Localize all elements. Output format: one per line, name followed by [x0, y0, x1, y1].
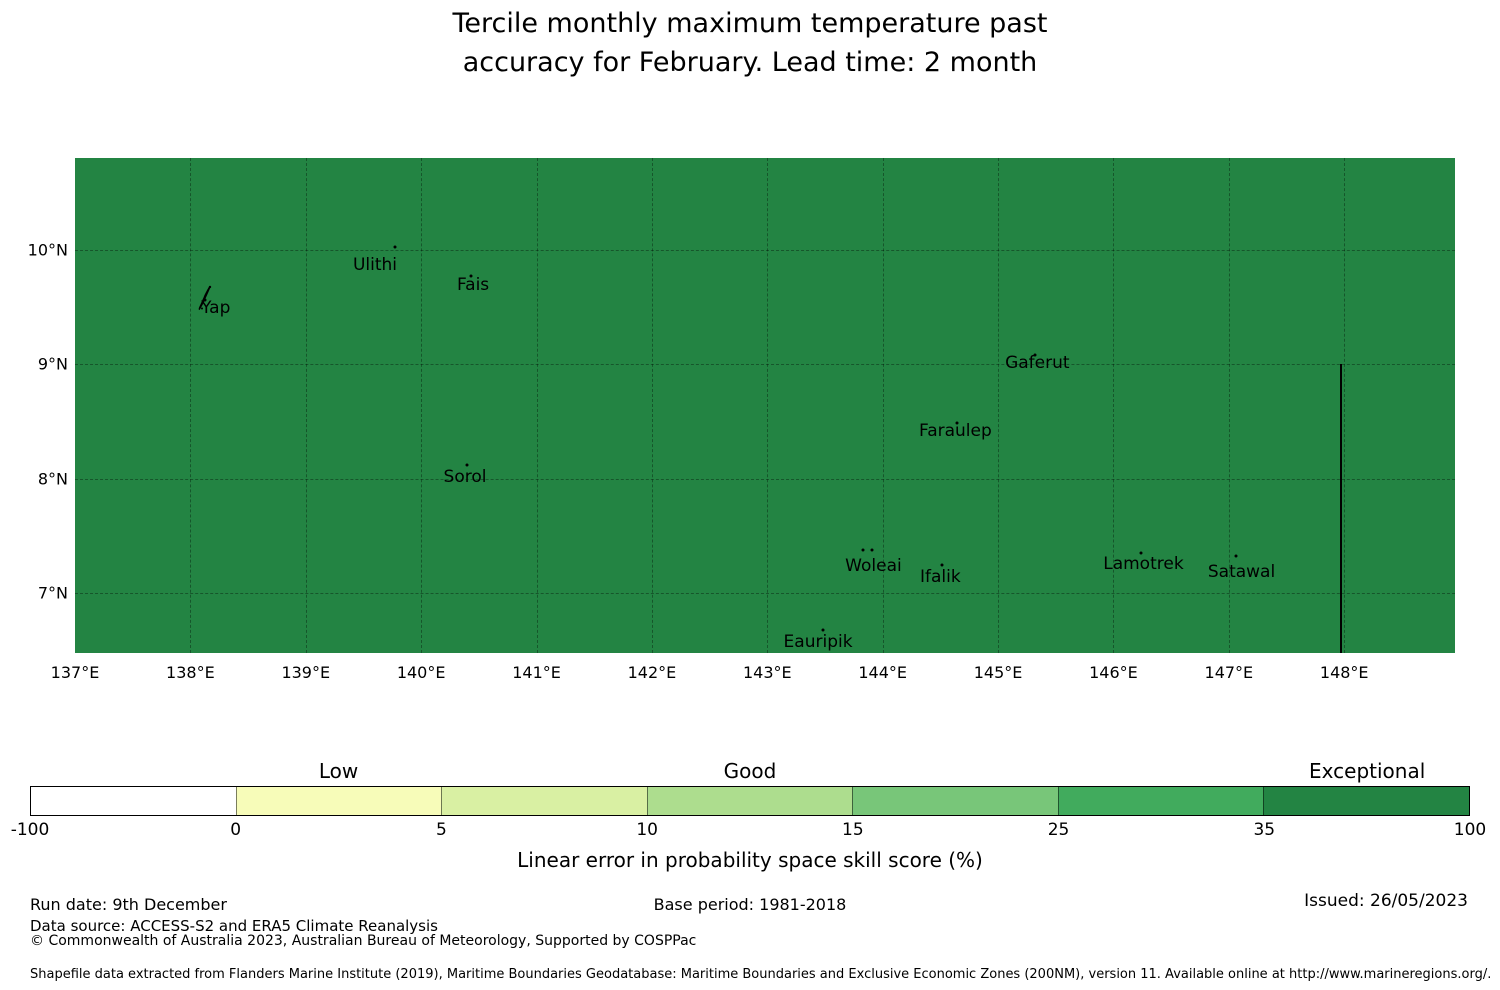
colorbar-tick-label: -100 — [10, 820, 50, 840]
island-label: Lamotrek — [1103, 553, 1184, 574]
grid-line-vertical — [305, 158, 307, 653]
x-tick-label: 137°E — [50, 663, 100, 682]
grid-line-vertical — [882, 158, 884, 653]
colorbar-tick-labels: -100 0 5 10 15 25 35 100 — [11, 820, 1487, 842]
colorbar-caption: Linear error in probability space skill … — [517, 848, 983, 872]
island-dot — [203, 298, 207, 302]
chart-title: Tercile monthly maximum temperature past… — [0, 4, 1500, 82]
grid-line-vertical — [421, 158, 423, 653]
island-dot — [955, 421, 959, 425]
x-tick-label: 141°E — [512, 663, 561, 682]
island-dot — [1234, 554, 1238, 558]
x-tick-label: 142°E — [627, 663, 677, 682]
island-dot — [1033, 353, 1037, 357]
grid-line-horizontal — [75, 249, 1455, 251]
colorbar-segment — [852, 787, 1058, 815]
colorbar-tick-label: 0 — [230, 820, 242, 840]
y-tick-label: 10°N — [27, 240, 68, 260]
x-tick-label: 144°E — [858, 663, 908, 682]
data-source-text: Data source: ACCESS-S2 and ERA5 Climate … — [30, 917, 438, 935]
island-label: Yap — [201, 298, 231, 319]
x-tick-label: 145°E — [973, 663, 1023, 682]
island-label: Gaferut — [1005, 353, 1070, 374]
map-area: Yap Ulithi Fais Sorol Gaferut Faraulep Woleai I… — [75, 158, 1455, 653]
base-period-text: Base period: 1981-2018 — [653, 895, 847, 914]
x-axis: 137°E 138°E 139°E 140°E 141°E 142°E 143°E 144°E… — [51, 663, 1455, 687]
x-tick-label: 147°E — [1204, 663, 1254, 682]
colorbar-tick-label: 15 — [842, 820, 864, 840]
y-axis: 10°N 9°N 8°N 7°N — [0, 158, 68, 653]
island-label: Fais — [456, 275, 490, 296]
chart-title-line2: accuracy for February. Lead time: 2 mont… — [462, 47, 1038, 78]
grid-line-horizontal — [75, 593, 1455, 595]
grid-line-horizontal — [75, 478, 1455, 480]
grid-line-vertical — [1113, 158, 1115, 653]
island-label: Eauripik — [783, 631, 853, 652]
colorbar-segment — [441, 787, 647, 815]
grid-line-vertical — [651, 158, 653, 653]
x-tick-label: 139°E — [281, 663, 331, 682]
grid-line-vertical — [1344, 158, 1346, 653]
colorbar-tick-label: 35 — [1253, 820, 1276, 840]
island-dot — [393, 245, 397, 249]
colorbar-segment — [235, 787, 442, 815]
colorbar-segment — [1057, 787, 1264, 815]
colorbar-tick-label: 25 — [1047, 820, 1070, 840]
island-dot — [940, 563, 944, 567]
island-dot — [861, 548, 865, 552]
x-tick-label: 138°E — [166, 663, 215, 682]
colorbar-tick-label: 5 — [436, 820, 447, 840]
colorbar-tick-label: 100 — [1453, 820, 1487, 840]
shapefile-note-text: Shapefile data extracted from Flanders M… — [30, 967, 1492, 982]
eez-boundary-line — [1339, 364, 1342, 653]
island-label: Ifalik — [920, 567, 961, 588]
colorbar-category-label: Exceptional — [1309, 759, 1426, 783]
issued-date-text: Issued: 26/05/2023 — [1304, 891, 1468, 911]
y-tick-label: 7°N — [37, 583, 68, 603]
grid-line-vertical — [190, 158, 192, 653]
island-dot — [821, 628, 825, 632]
grid-line-vertical — [1228, 158, 1230, 653]
grid-line-horizontal — [75, 364, 1455, 366]
grid-line-vertical — [767, 158, 769, 653]
island-label: Sorol — [443, 466, 487, 487]
colorbar-segment — [646, 787, 853, 815]
x-tick-label: 140°E — [396, 663, 446, 682]
island-label: Faraulep — [918, 420, 992, 441]
chart-title-line1: Tercile monthly maximum temperature past — [452, 8, 1048, 39]
island-label: Ulithi — [352, 254, 398, 275]
colorbar-segment — [1263, 787, 1470, 815]
x-tick-label: 143°E — [742, 663, 792, 682]
colorbar-category-label: Low — [318, 759, 359, 783]
y-tick-label: 9°N — [37, 354, 68, 374]
run-date-text: Run date: 9th December — [30, 895, 227, 914]
grid-line-vertical — [998, 158, 1000, 653]
colorbar-tick-label: 10 — [636, 820, 658, 840]
island-label: Satawal — [1207, 561, 1276, 582]
copyright-text: © Commonwealth of Australia 2023, Austra… — [30, 933, 697, 949]
y-tick-label: 8°N — [37, 469, 68, 489]
island-dot — [469, 274, 473, 278]
x-tick-label: 148°E — [1319, 663, 1369, 682]
colorbar-bar — [30, 786, 1470, 816]
x-tick-label: 146°E — [1089, 663, 1138, 682]
colorbar-segment — [31, 787, 236, 815]
island-dot — [465, 463, 469, 467]
colorbar-category-labels: Low Good Exceptional — [30, 759, 1470, 785]
island-label: Woleai — [845, 555, 902, 576]
grid-line-vertical — [536, 158, 538, 653]
island-dot — [1139, 551, 1143, 555]
yap-island-shape — [195, 285, 215, 316]
island-dot — [870, 548, 874, 552]
colorbar-category-label: Good — [723, 759, 777, 783]
